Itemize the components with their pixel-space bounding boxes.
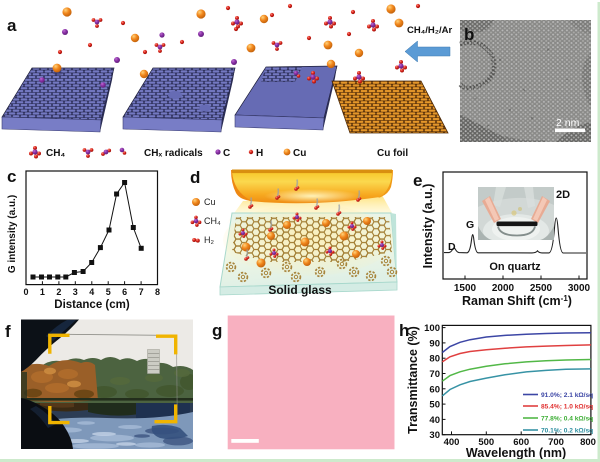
svg-text:b: b	[464, 25, 474, 44]
svg-text:6: 6	[122, 287, 127, 297]
svg-text:2D: 2D	[556, 189, 570, 201]
svg-text:2 nm: 2 nm	[556, 117, 580, 129]
svg-text:G intensity (a.u.): G intensity (a.u.)	[7, 195, 18, 273]
svg-text:Cu: Cu	[293, 148, 306, 159]
svg-text:CH₄: CH₄	[204, 216, 221, 226]
svg-text:600: 600	[513, 437, 529, 448]
svg-text:CH₄: CH₄	[46, 148, 65, 159]
svg-text:H: H	[256, 148, 263, 159]
svg-text:CH₄/H₂/Ar: CH₄/H₂/Ar	[407, 25, 452, 36]
svg-text:CHₓ radicals: CHₓ radicals	[144, 148, 203, 159]
svg-text:700: 700	[548, 437, 564, 448]
svg-text:h: h	[399, 321, 409, 340]
svg-text:D: D	[448, 241, 456, 253]
svg-text:91.0%; 2.1 kΩ/sq: 91.0%; 2.1 kΩ/sq	[541, 392, 593, 399]
svg-text:3: 3	[73, 287, 78, 297]
svg-text:40: 40	[429, 415, 440, 426]
svg-text:H₂: H₂	[204, 235, 214, 245]
svg-text:3000: 3000	[568, 283, 591, 294]
svg-text:Wavelength (nm): Wavelength (nm)	[466, 446, 566, 460]
svg-text:2500: 2500	[530, 283, 553, 294]
svg-text:Raman Shift (cm-1): Raman Shift (cm-1)	[462, 294, 572, 308]
svg-text:7: 7	[139, 287, 144, 297]
svg-text:70.1%; 0.2 kΩ/sq: 70.1%; 0.2 kΩ/sq	[541, 427, 593, 434]
svg-text:80: 80	[429, 354, 440, 365]
svg-text:Cu foil: Cu foil	[377, 148, 408, 159]
svg-text:G: G	[466, 219, 474, 231]
svg-text:f: f	[5, 322, 11, 341]
svg-text:2000: 2000	[492, 283, 515, 294]
svg-text:70: 70	[429, 369, 440, 380]
svg-text:100: 100	[424, 323, 440, 334]
svg-text:On quartz: On quartz	[489, 261, 541, 273]
svg-text:g: g	[212, 321, 222, 340]
svg-text:C: C	[223, 148, 230, 159]
svg-text:77.8%; 0.4 kΩ/sq: 77.8%; 0.4 kΩ/sq	[541, 415, 593, 422]
svg-text:60: 60	[429, 384, 440, 395]
svg-text:800: 800	[580, 437, 596, 448]
svg-text:400: 400	[444, 437, 460, 448]
svg-text:0: 0	[23, 287, 28, 297]
svg-text:50: 50	[429, 400, 440, 411]
svg-text:d: d	[190, 168, 200, 187]
svg-text:Transmittance (%): Transmittance (%)	[406, 326, 420, 434]
svg-text:Distance (cm): Distance (cm)	[54, 299, 130, 311]
svg-text:Cu: Cu	[204, 197, 216, 207]
svg-text:5: 5	[106, 287, 111, 297]
svg-text:Solid glass: Solid glass	[268, 283, 332, 297]
svg-text:1500: 1500	[454, 283, 477, 294]
svg-text:8: 8	[155, 287, 160, 297]
svg-text:30: 30	[429, 430, 440, 441]
svg-text:500: 500	[478, 437, 494, 448]
svg-text:a: a	[7, 16, 17, 35]
svg-text:Intensity (a.u.): Intensity (a.u.)	[421, 184, 435, 269]
svg-text:85.4%; 1.0 kΩ/sq: 85.4%; 1.0 kΩ/sq	[541, 403, 593, 410]
svg-text:1: 1	[40, 287, 45, 297]
svg-text:e: e	[413, 171, 422, 190]
svg-text:c: c	[7, 167, 16, 186]
svg-text:4: 4	[89, 287, 94, 297]
svg-text:90: 90	[429, 338, 440, 349]
svg-text:2: 2	[56, 287, 61, 297]
